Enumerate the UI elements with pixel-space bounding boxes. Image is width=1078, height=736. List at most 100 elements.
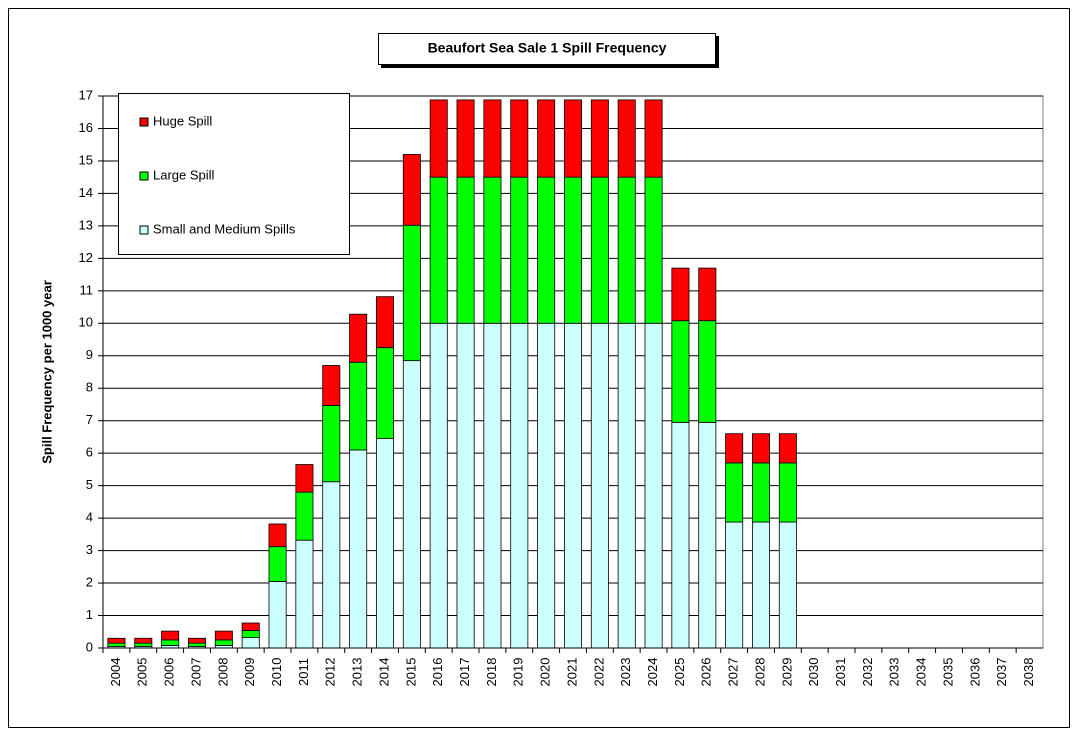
x-tick-label: 2012 (323, 658, 338, 687)
bar-segment (644, 176, 663, 324)
bar-segment (188, 637, 206, 644)
bar-segment (322, 481, 341, 649)
x-tick-label: 2008 (215, 658, 230, 687)
bar-segment (778, 462, 797, 523)
y-tick-label: 7 (86, 412, 93, 427)
bar-segment (241, 630, 260, 639)
x-tick-label: 2027 (726, 658, 741, 687)
chart-title: Beaufort Sea Sale 1 Spill Frequency (428, 40, 667, 56)
x-tick-label: 2007 (188, 658, 203, 687)
legend-swatch (139, 117, 149, 127)
bar-segment (537, 322, 556, 649)
bar-segment (698, 421, 717, 649)
bar-segment (161, 639, 180, 646)
bar-segment (725, 462, 744, 523)
y-tick-label: 3 (86, 542, 93, 557)
y-tick-label: 2 (86, 574, 93, 589)
y-tick-label: 15 (79, 152, 93, 167)
y-axis-label: Spill Frequency per 1000 year (39, 280, 54, 464)
x-tick-label: 2038 (1021, 658, 1036, 687)
bar-segment (402, 154, 421, 226)
bar-segment (617, 99, 636, 178)
y-tick-label: 13 (79, 217, 93, 232)
bar-segment (214, 630, 233, 641)
x-tick-label: 2015 (403, 658, 418, 687)
bar-segment (322, 365, 341, 406)
x-tick-label: 2006 (162, 658, 177, 687)
bar-segment (564, 322, 582, 649)
x-tick-label: 2017 (457, 658, 472, 687)
bar-segment (590, 322, 609, 649)
bar-segment (752, 433, 770, 464)
x-tick-label: 2026 (699, 658, 714, 687)
y-tick-label: 14 (79, 185, 93, 200)
bar-segment (376, 347, 394, 439)
bar-segment (537, 99, 556, 178)
bar-segment (483, 176, 502, 324)
x-tick-label: 2016 (430, 658, 445, 687)
bar-segment (590, 176, 609, 324)
bar-segment (268, 546, 287, 582)
x-tick-label: 2024 (645, 658, 660, 687)
bar-segment (725, 433, 744, 464)
bar-segment (778, 433, 797, 464)
bar-segment (644, 99, 663, 178)
bar-segment (402, 360, 421, 649)
bar-segment (564, 176, 582, 324)
bar-segment (349, 313, 368, 363)
bar-segment (564, 99, 582, 178)
bar-segment (376, 438, 394, 649)
bar-segment (510, 99, 529, 178)
bar-segment (188, 642, 206, 647)
x-tick-label: 2030 (806, 658, 821, 687)
bar-segment (483, 322, 502, 649)
x-tick-label: 2018 (484, 658, 499, 687)
x-tick-label: 2022 (591, 658, 606, 687)
y-tick-label: 10 (79, 315, 93, 330)
bar-segment (752, 521, 770, 649)
bar-segment (778, 521, 797, 649)
x-tick-label: 2011 (296, 658, 311, 686)
legend-label: Small and Medium Spills (153, 221, 296, 236)
bar-segment (671, 267, 690, 322)
x-tick-label: 2010 (269, 658, 284, 687)
bar-segment (671, 320, 690, 423)
bar-segment (134, 642, 153, 647)
bar-segment (456, 99, 475, 178)
legend-box (118, 93, 350, 255)
bar-segment (214, 639, 233, 646)
x-tick-label: 2035 (940, 658, 955, 687)
bar-segment (349, 449, 368, 649)
bar-segment (456, 176, 475, 324)
bar-segment (295, 464, 314, 493)
x-tick-label: 2036 (967, 658, 982, 687)
bar-segment (134, 637, 153, 644)
bar-segment (429, 99, 448, 178)
bar-segment (752, 462, 770, 523)
bar-segment (698, 267, 717, 322)
legend-label: Large Spill (153, 167, 215, 182)
y-tick-label: 8 (86, 380, 93, 395)
bar-segment (510, 176, 529, 324)
y-tick-label: 0 (86, 639, 93, 654)
bar-segment (107, 637, 126, 644)
bar-segment (510, 322, 529, 649)
bar-segment (268, 523, 287, 548)
y-tick-label: 5 (86, 477, 93, 492)
bar-segment (644, 322, 663, 649)
bar-segment (590, 99, 609, 178)
bar-segment (537, 176, 556, 324)
x-tick-label: 2032 (860, 658, 875, 687)
x-tick-label: 2037 (994, 658, 1009, 687)
x-tick-label: 2023 (618, 658, 633, 687)
bar-segment (617, 322, 636, 649)
y-tick-label: 11 (80, 282, 94, 297)
x-tick-label: 2014 (376, 658, 391, 687)
y-tick-label: 17 (79, 87, 93, 102)
y-tick-label: 6 (86, 445, 93, 460)
x-tick-label: 2005 (135, 658, 150, 687)
x-tick-label: 2004 (108, 658, 123, 687)
bar-segment (161, 630, 180, 641)
bar-segment (456, 322, 475, 649)
bar-segment (617, 176, 636, 324)
